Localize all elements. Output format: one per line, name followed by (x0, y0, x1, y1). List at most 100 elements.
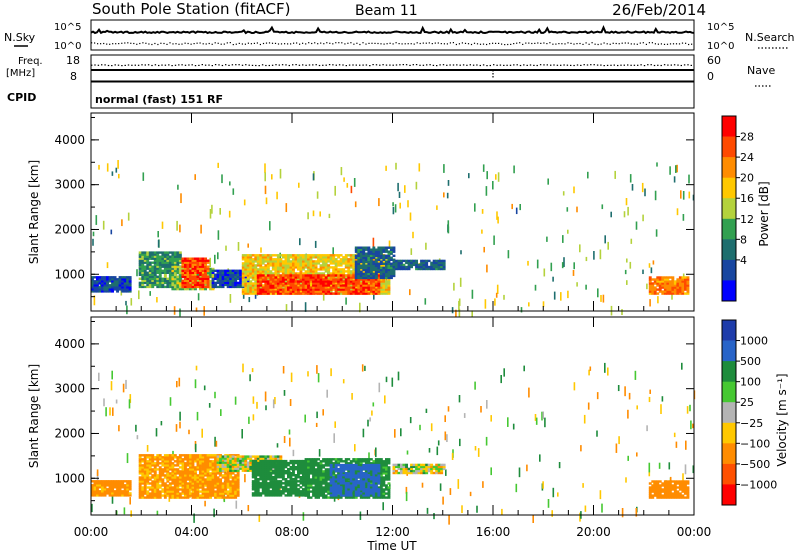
velocity-echo-point (122, 383, 125, 393)
velocity-echo-cell (244, 459, 248, 462)
velocity-echo-cell (138, 460, 142, 463)
freq-tick-low: 8 (70, 70, 77, 83)
power-echo-cell (274, 258, 278, 261)
power-echo-cell (658, 282, 662, 285)
velocity-echo-cell (143, 460, 147, 463)
power-echo-cell (292, 264, 295, 267)
power-echo-cell (249, 280, 253, 283)
power-echo-point (601, 204, 604, 210)
power-echo-cell (382, 286, 386, 289)
power-echo-cell (264, 258, 268, 261)
nave-trace-point (412, 64, 414, 66)
power-echo-cell (279, 282, 283, 285)
nsearch-trace-point (510, 43, 512, 45)
power-echo-point (495, 292, 498, 298)
power-echo-cell (138, 253, 142, 256)
power-echo-cell (249, 292, 253, 295)
power-echo-cell (297, 288, 300, 291)
power-echo-cell (249, 282, 253, 285)
velocity-echo-cell (178, 466, 182, 469)
velocity-echo-cell (138, 492, 142, 495)
power-echo-cell (123, 280, 127, 283)
power-echo-cell (148, 261, 152, 264)
velocity-echo-cell (146, 480, 150, 483)
power-echo-cell (302, 290, 305, 293)
power-echo-cell (357, 246, 361, 249)
power-echo-cell (435, 259, 439, 263)
power-echo-cell (425, 259, 429, 263)
velocity-echo-cell (221, 474, 225, 477)
power-echo-cell (337, 268, 341, 271)
power-echo-cell (377, 268, 381, 272)
velocity-echo-point (214, 391, 216, 399)
velocity-echo-cell (224, 455, 228, 458)
power-colorbar-swatch (722, 280, 736, 302)
velocity-echo-cell (178, 476, 182, 479)
velocity-echo-cell (214, 470, 217, 473)
power-echo-cell (382, 256, 386, 259)
power-echo-cell (382, 270, 386, 274)
power-echo-cell (352, 268, 356, 271)
power-echo-cell (266, 268, 270, 271)
velocity-echo-point (490, 415, 492, 422)
power-echo-cell (269, 282, 273, 285)
velocity-echo-point (126, 453, 129, 464)
velocity-echo-point (668, 462, 671, 470)
power-echo-cell (364, 260, 368, 263)
power-echo-cell (251, 272, 255, 275)
velocity-echo-cell (224, 492, 228, 495)
nave-trace-point (643, 65, 646, 67)
power-echo-cell (372, 264, 376, 267)
power-echo-cell (312, 254, 315, 257)
velocity-echo-point (110, 381, 113, 391)
velocity-echo-cell (236, 459, 240, 462)
velocity-echo-cell (194, 478, 197, 481)
power-echo-cell (276, 280, 280, 283)
nave-trace-point (134, 64, 136, 66)
power-echo-cell (204, 269, 207, 272)
nsearch-trace-point (621, 42, 623, 44)
nave-trace-point (127, 64, 130, 66)
power-echo-cell (153, 283, 157, 287)
velocity-echo-point (283, 390, 286, 396)
power-echo-cell (196, 283, 200, 287)
power-echo-cell (254, 284, 258, 287)
velocity-echo-cell (224, 490, 228, 493)
freq-unit: [MHz] (6, 68, 35, 79)
power-echo-cell (209, 283, 212, 287)
power-echo-cell (382, 288, 386, 291)
power-echo-cell (191, 273, 195, 276)
velocity-echo-cell (229, 476, 233, 479)
power-echo-cell (166, 279, 170, 282)
velocity-echo-point (98, 372, 100, 381)
velocity-echo-cell (226, 470, 230, 473)
velocity-echo-cell (111, 494, 114, 497)
velocity-echo-cell (101, 492, 104, 495)
power-echo-cell (432, 259, 436, 263)
nave-trace-point (107, 64, 110, 67)
power-echo-cell (372, 246, 376, 249)
power-echo-cell (276, 292, 280, 295)
power-echo-cell (204, 281, 207, 285)
nave-trace-point (352, 64, 354, 66)
velocity-echo-cell (231, 492, 235, 495)
velocity-echo-cell (118, 484, 122, 487)
nave-trace-point (318, 64, 321, 67)
velocity-echo-cell (224, 480, 228, 483)
power-echo-cell (196, 271, 200, 274)
power-echo-cell (173, 259, 177, 262)
nsearch-trace-point (404, 43, 406, 45)
nsearch-trace-point (609, 43, 611, 45)
power-echo-cell (264, 270, 268, 273)
power-echo-cell (254, 270, 258, 273)
power-echo-point (453, 282, 455, 291)
power-echo-cell (671, 288, 675, 291)
velocity-echo-point (528, 387, 530, 398)
nsearch-trace-point (356, 42, 358, 44)
velocity-echo-cell (143, 488, 147, 491)
velocity-echo-cell (216, 494, 220, 497)
power-echo-cell (299, 292, 303, 295)
velocity-echo-cell (103, 482, 107, 485)
velocity-echo-cell (161, 464, 165, 467)
velocity-echo-cell (148, 478, 152, 481)
